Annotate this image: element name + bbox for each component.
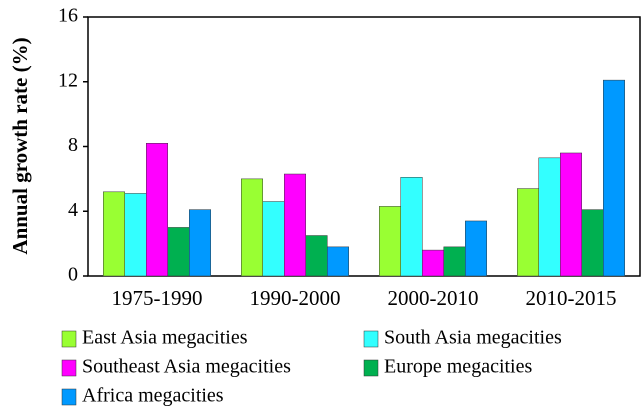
bar: [517, 188, 539, 277]
y-tick-label: 4: [68, 199, 78, 221]
bar: [538, 157, 561, 277]
bar: [284, 173, 306, 277]
bar: [327, 246, 349, 277]
y-tick-label: 8: [68, 134, 78, 156]
bar: [422, 249, 444, 277]
x-tick-label: 2010-2015: [526, 286, 617, 310]
legend-swatch: [61, 330, 77, 348]
bar: [603, 79, 625, 277]
y-tick-label: 12: [58, 69, 78, 91]
bar: [146, 143, 168, 277]
bar: [400, 177, 423, 277]
bar: [581, 209, 604, 277]
bar: [262, 201, 285, 277]
bar: [167, 227, 190, 277]
bar: [241, 178, 263, 277]
bar: [124, 193, 147, 277]
legend-label: Europe megacities: [384, 356, 532, 378]
legend-label: South Asia megacities: [384, 327, 562, 349]
legend-label: Africa megacities: [82, 385, 224, 407]
y-tick-label: 16: [58, 5, 78, 27]
x-tick-label: 2000-2010: [388, 286, 479, 310]
bar: [379, 206, 401, 277]
bar: [560, 152, 582, 277]
bar: [443, 246, 466, 277]
y-tick-label: 0: [68, 264, 78, 286]
legend-swatch: [61, 388, 77, 406]
bar: [305, 235, 328, 277]
y-axis-label: Annual growth rate (%): [8, 37, 32, 254]
legend-swatch: [363, 330, 379, 348]
bar: [103, 191, 125, 277]
legend-swatch: [363, 359, 379, 377]
bar: [465, 220, 487, 277]
legend-label: East Asia megacities: [82, 327, 248, 349]
x-tick-label: 1990-2000: [250, 286, 341, 310]
bar: [189, 209, 211, 277]
legend-swatch: [61, 359, 77, 377]
legend-label: Southeast Asia megacities: [82, 356, 291, 378]
x-tick-label: 1975-1990: [112, 286, 203, 310]
